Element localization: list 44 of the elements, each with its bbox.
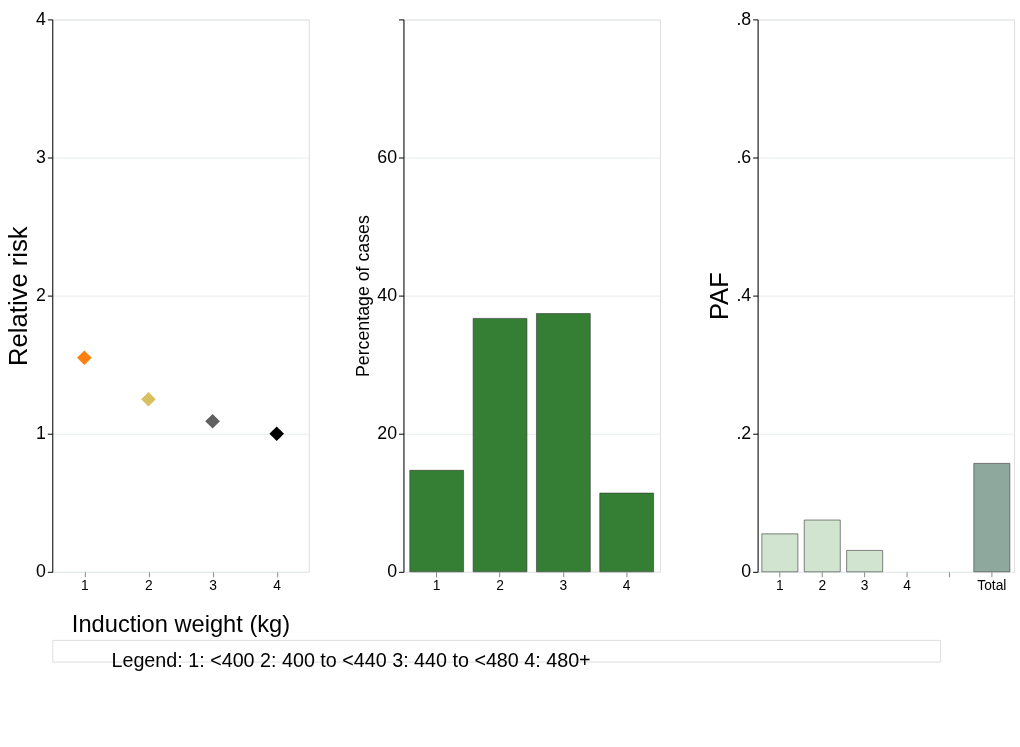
x-tick-label: 3: [860, 577, 869, 594]
y-tick-label: 20: [377, 423, 398, 444]
x-tick-label: 1: [432, 577, 441, 594]
bar: [409, 470, 464, 573]
y-tick-label: .2: [736, 423, 752, 444]
x-axis-title: Induction weight (kg): [71, 610, 291, 637]
point: [205, 413, 220, 429]
bar: [761, 533, 799, 573]
y-tick-label: 60: [377, 146, 398, 167]
y-tick-label: .6: [736, 146, 752, 167]
x-tick-label: Total: [977, 577, 1007, 594]
y-tick-label: 2: [36, 285, 46, 306]
text: Legend: 1: <400 2: 400 to <440 3: 440 to <480 4: 480+: [111, 648, 591, 671]
y-tick-label: 4: [36, 8, 46, 29]
x-tick-label: 1: [80, 577, 89, 594]
point: [141, 391, 156, 407]
y-tick-label: 1: [36, 423, 46, 444]
x-tick-label: 2: [145, 577, 153, 594]
y-axis-title: Percentage of cases: [353, 215, 374, 378]
bar: [599, 492, 654, 573]
x-tick-label: 4: [273, 577, 282, 594]
x-tick-label: 4: [622, 577, 631, 594]
bar: [536, 313, 591, 573]
y-tick-label: 0: [741, 561, 752, 582]
y-tick-label: 0: [387, 561, 398, 582]
x-tick-label: 2: [496, 577, 504, 594]
point: [77, 350, 92, 366]
point: [269, 426, 285, 442]
y-axis-title: PAF: [704, 272, 733, 321]
x-tick-label: 3: [559, 577, 568, 594]
bar: [846, 550, 883, 573]
bar: [803, 519, 841, 573]
y-axis-title: Relative risk: [4, 226, 33, 366]
bar: [472, 318, 528, 573]
x-tick-label: 2: [818, 577, 827, 594]
y-tick-label: .8: [736, 8, 752, 29]
bar: [973, 463, 1011, 573]
y-tick-label: 3: [36, 146, 46, 167]
y-tick-label: .4: [736, 285, 752, 306]
x-tick-label: 1: [776, 577, 784, 594]
y-tick-label: 40: [377, 285, 398, 306]
x-tick-label: 4: [903, 577, 912, 594]
y-tick-label: 0: [36, 561, 46, 582]
x-tick-label: 3: [209, 577, 218, 594]
